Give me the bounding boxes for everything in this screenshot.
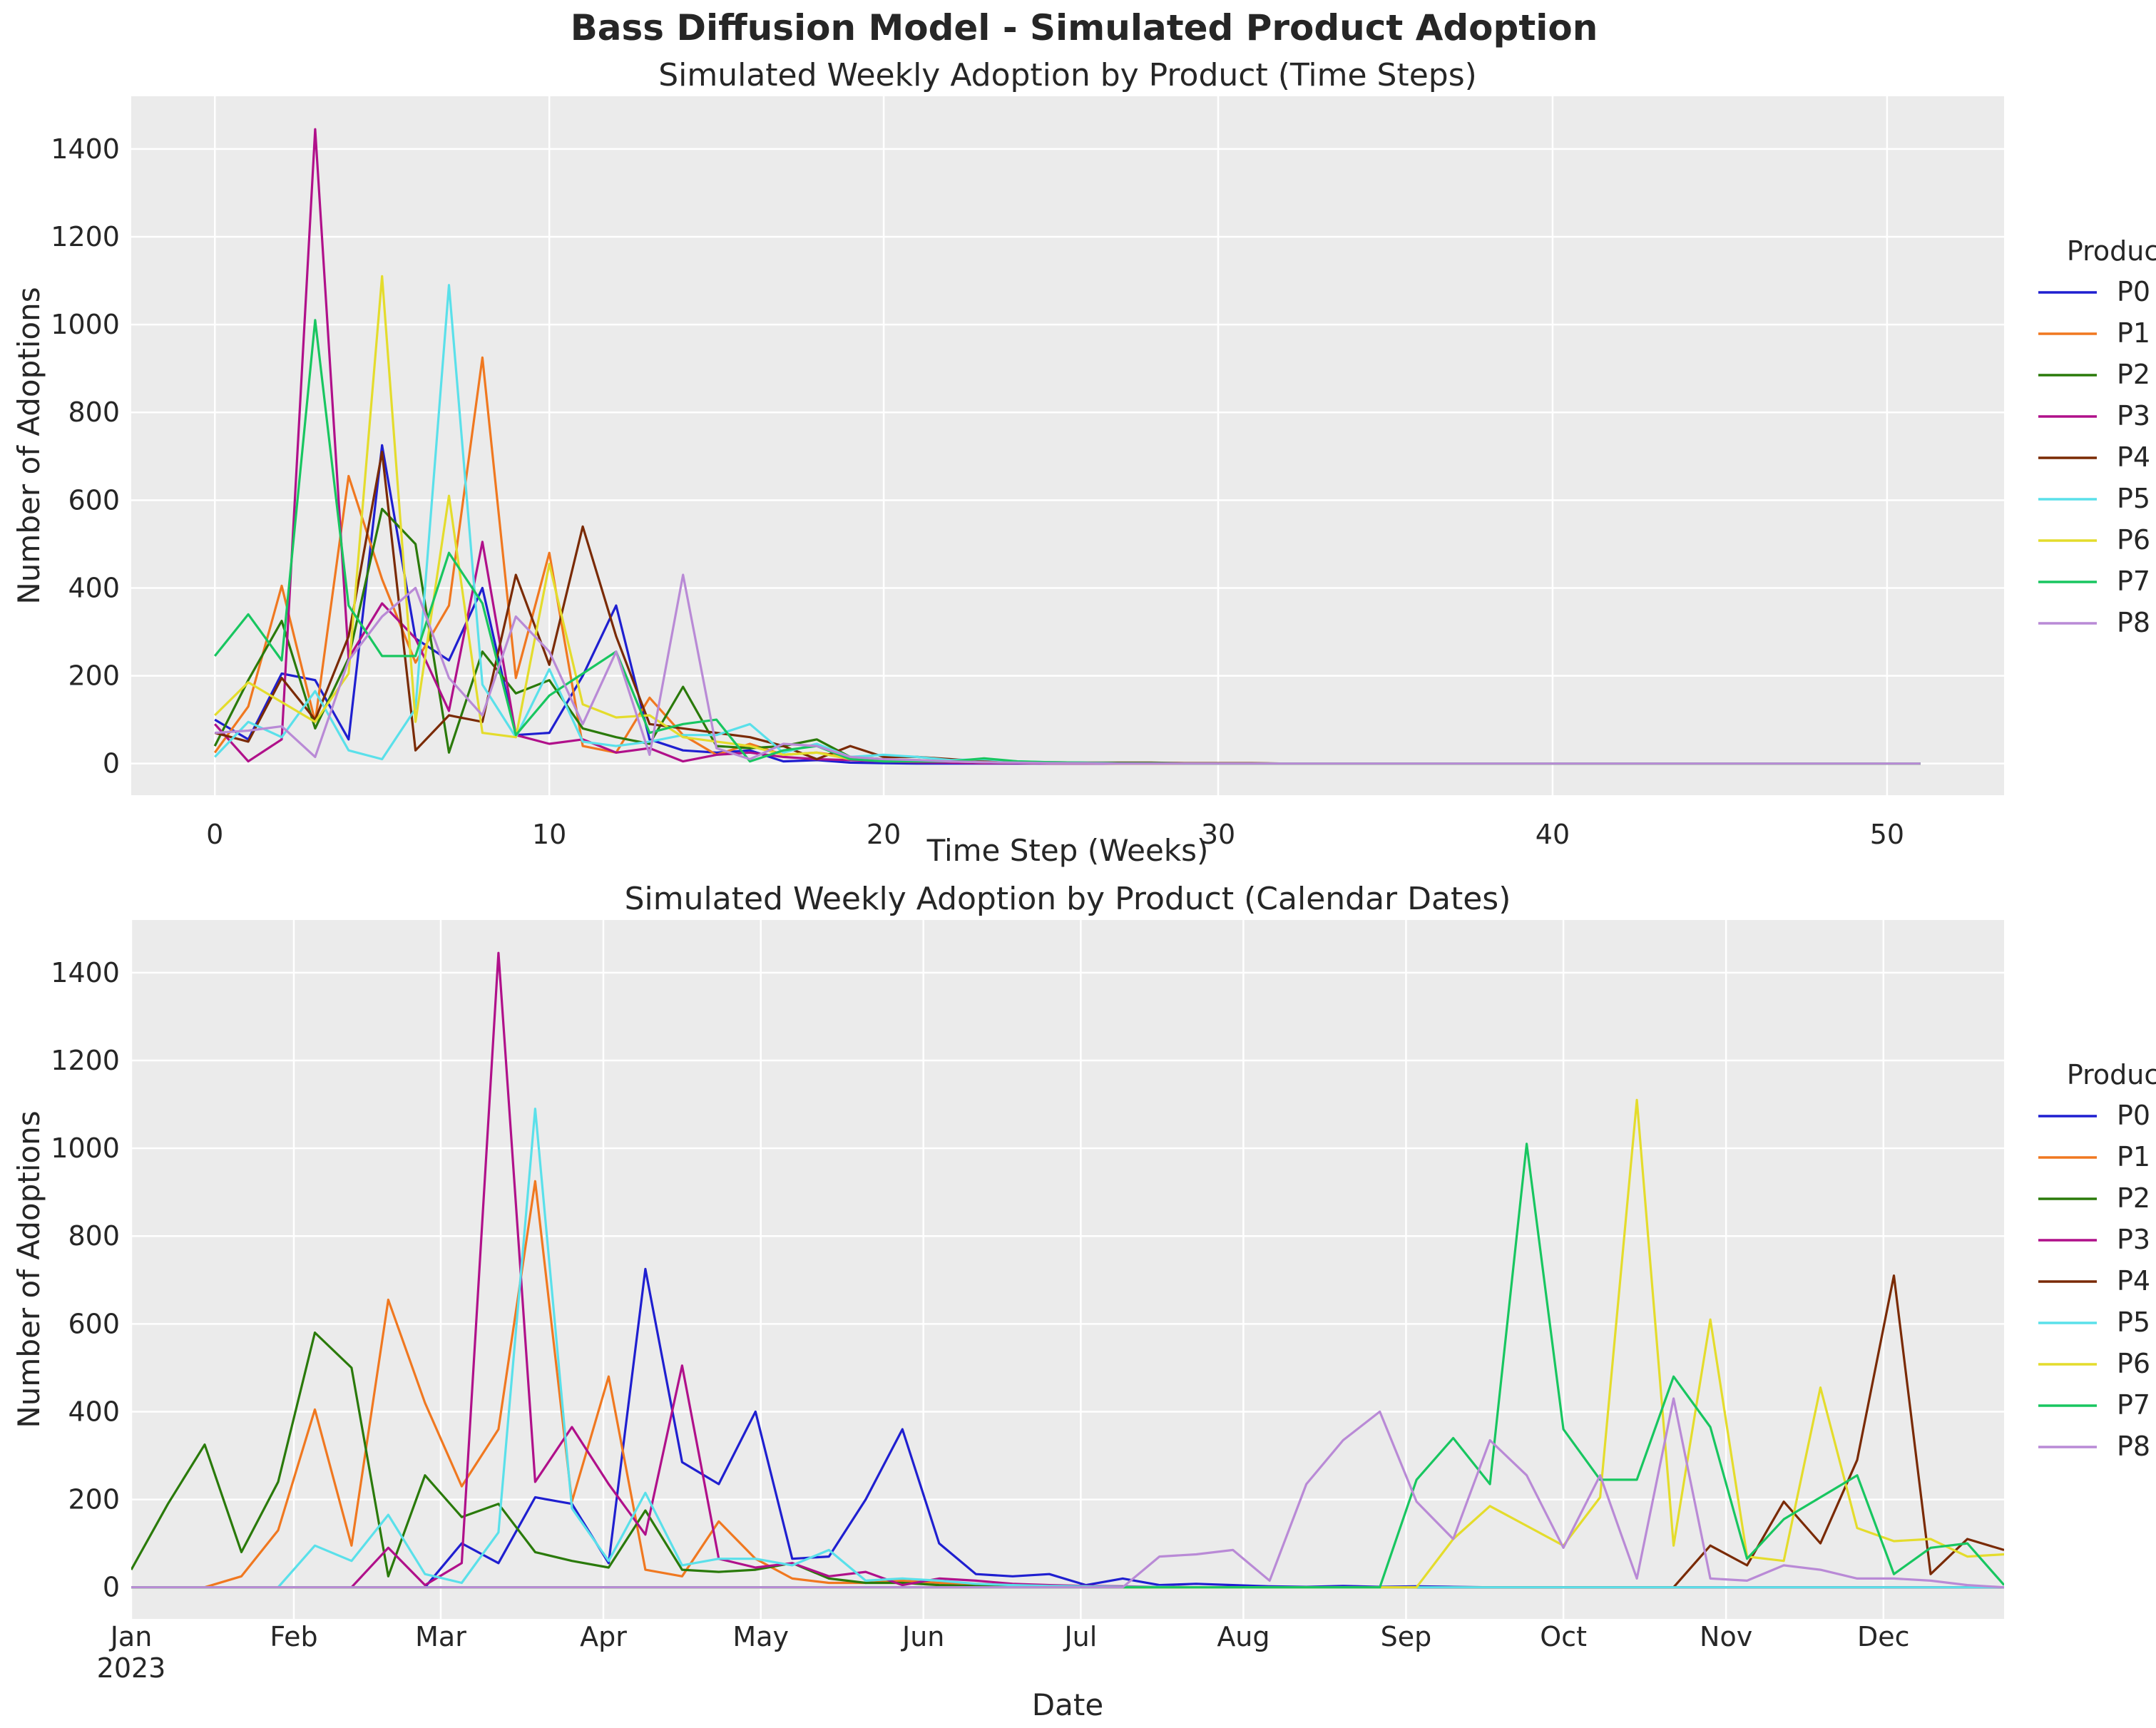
series-line-p8 xyxy=(215,573,1921,765)
x-tick-label: Jan xyxy=(109,1621,153,1652)
legend-label-p7: P7 xyxy=(2117,566,2150,597)
x-tick-label: Oct xyxy=(1540,1621,1587,1652)
x-tick-label: 50 xyxy=(1870,819,1904,850)
y-tick-label: 0 xyxy=(103,1572,120,1603)
plot-area xyxy=(131,96,2004,795)
chart-title: Simulated Weekly Adoption by Product (Ti… xyxy=(658,57,1477,93)
x-tick-label: 10 xyxy=(532,819,566,850)
y-tick-label: 1200 xyxy=(51,221,120,252)
x-tick-label: May xyxy=(732,1621,789,1652)
legend-label-p8: P8 xyxy=(2117,607,2150,638)
x-tick-label: 20 xyxy=(867,819,901,850)
legend-label-p7: P7 xyxy=(2117,1389,2150,1421)
x-tick-label: Feb xyxy=(270,1621,317,1652)
legend-label-p4: P4 xyxy=(2117,441,2150,473)
legend-label-p1: P1 xyxy=(2117,1141,2150,1172)
y-tick-label: 200 xyxy=(68,660,120,692)
legend-label-p6: P6 xyxy=(2117,1348,2150,1379)
x-tick-label: Jul xyxy=(1063,1621,1097,1652)
x-tick-label: Nov xyxy=(1700,1621,1752,1652)
calendar-date-chart: Simulated Weekly Adoption by Product (Ca… xyxy=(11,881,2156,1722)
legend-label-p5: P5 xyxy=(2117,1307,2150,1338)
y-tick-label: 400 xyxy=(68,1396,120,1427)
y-tick-label: 400 xyxy=(68,572,120,603)
plot-area xyxy=(131,920,2004,1619)
legend-title: Product xyxy=(2067,1059,2156,1090)
y-axis-label: Number of Adoptions xyxy=(11,287,46,604)
legend-label-p1: P1 xyxy=(2117,317,2150,349)
series-line-p8 xyxy=(131,1397,2004,1589)
y-axis-label: Number of Adoptions xyxy=(11,1110,46,1428)
y-tick-label: 0 xyxy=(103,748,120,779)
y-tick-label: 1000 xyxy=(51,1133,120,1164)
y-tick-label: 600 xyxy=(68,484,120,516)
x-tick-label: 40 xyxy=(1536,819,1570,850)
y-tick-label: 800 xyxy=(68,397,120,428)
y-tick-label: 800 xyxy=(68,1220,120,1252)
legend-label-p0: P0 xyxy=(2117,1100,2150,1131)
time-step-chart: Simulated Weekly Adoption by Product (Ti… xyxy=(11,57,2156,868)
legend-label-p6: P6 xyxy=(2117,524,2150,556)
legend-label-p8: P8 xyxy=(2117,1431,2150,1462)
x-tick-label: Apr xyxy=(580,1621,627,1652)
legend-label-p3: P3 xyxy=(2117,400,2150,431)
y-tick-label: 1400 xyxy=(51,957,120,988)
y-tick-label: 600 xyxy=(68,1308,120,1339)
x-tick-label: Mar xyxy=(415,1621,466,1652)
x-axis-label: Date xyxy=(1032,1687,1103,1722)
legend-title: Product xyxy=(2067,235,2156,267)
series-group xyxy=(213,128,1921,765)
legend-label-p2: P2 xyxy=(2117,1182,2150,1214)
x-tick-year-label: 2023 xyxy=(97,1652,166,1684)
x-tick-label: Dec xyxy=(1857,1621,1910,1652)
x-tick-label: Sep xyxy=(1381,1621,1432,1652)
legend-label-p4: P4 xyxy=(2117,1265,2150,1297)
x-tick-label: 30 xyxy=(1201,819,1235,850)
y-tick-label: 1200 xyxy=(51,1045,120,1076)
x-tick-label: Aug xyxy=(1217,1621,1269,1652)
x-axis-label: Time Step (Weeks) xyxy=(926,833,1209,868)
y-tick-label: 1000 xyxy=(51,309,120,340)
legend-label-p5: P5 xyxy=(2117,483,2150,514)
legend-label-p3: P3 xyxy=(2117,1224,2150,1255)
y-tick-label: 1400 xyxy=(51,133,120,165)
figure-suptitle: Bass Diffusion Model - Simulated Product… xyxy=(571,7,1598,48)
series-group xyxy=(131,951,2004,1589)
legend-label-p2: P2 xyxy=(2117,359,2150,390)
chart-title: Simulated Weekly Adoption by Product (Ca… xyxy=(625,881,1511,917)
x-tick-label: Jun xyxy=(901,1621,944,1652)
legend-label-p0: P0 xyxy=(2117,276,2150,307)
x-tick-label: 0 xyxy=(206,819,223,850)
y-tick-label: 200 xyxy=(68,1484,120,1515)
